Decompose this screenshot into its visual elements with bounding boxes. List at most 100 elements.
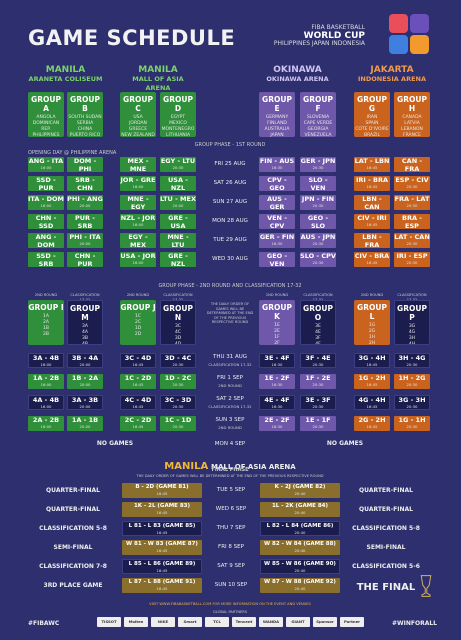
group-teams: USA JORDAN GREECE NEW ZEALAND [121,115,155,137]
game-teams: VEN - CPV [267,214,287,229]
game-teams: ITA - DOM [28,195,64,203]
game-time: 20:30 [312,382,324,387]
game-cell: CIV - IRI 16:45 [354,214,390,229]
game-teams: NZL - JOR [120,214,156,222]
venue-arena: MALL OF ASIA ARENA [132,75,184,92]
game-cell: 1G - 2H 16:45 [354,374,390,389]
game-cell: 3F - 4E 20:30 [300,353,336,368]
game-teams: USA - NZL [168,176,188,191]
venue-heading: MANILA ARANETA COLISEUM [28,66,103,84]
game-time: 20:30 [312,424,324,429]
group-name: GROUP O [303,304,333,322]
game-teams: PUR - SRB [74,214,95,229]
game-cell: 3E - 3F 20:30 [300,395,336,410]
final-game-cell: L 82 - L 84 (GAME 86) 20:40 [260,521,340,536]
game-teams: 2E - 2F [264,416,290,424]
classification-label: CLASSIFICATION 17-32 [397,293,427,302]
group-teams: 3C 4C 3D 4D [174,324,182,345]
game-time: 16:45 [156,548,168,553]
game-time: 20:40 [294,491,306,496]
sponsor-logo: Sponsor [313,617,337,627]
game-teams: ANG - DOM [35,233,57,248]
final-round-label-left: SEMI-FINAL [53,544,93,551]
game-time: 16:00 [132,260,144,265]
game-teams: FRA - LAT [394,195,430,203]
game-cell: GRE - USA20:40 [160,214,196,229]
game-cell: CHN - SSD16:00 [28,214,64,229]
game-cell: NZL - JOR 16:00 [120,214,156,229]
opening-day-label: OPENING DAY @ PHILIPPINE ARENA [28,150,117,156]
game-date: FRI 1 SEP [217,375,243,381]
game-cell: 4E - 4F 16:30 [259,395,295,410]
game-teams: CIV - IRI [357,214,387,222]
game-teams: GER - JPN [300,157,336,165]
game-teams: 1F - 2E [305,374,331,382]
sponsor-logo: TCL [205,617,229,627]
game-time: 20:30 [312,241,324,246]
group-name: GROUP H [397,95,427,113]
group-teams: 3G 4G 3H 4H [408,324,416,345]
trophy-icon [420,575,432,597]
no-games-label: NO GAMES [326,440,364,447]
game-teams: EGY - LTU [160,157,196,165]
game-teams: 3D - 4C [164,354,192,362]
group-name: GROUP C [123,95,153,113]
game-cell: SRB - CHN20:00 [67,176,103,191]
game-cell: PHI - ANG 20:00 [67,195,103,210]
round-label: 2ND ROUND [265,293,289,297]
game-date: SUN 3 SEP [215,417,245,423]
final-game-cell: L 87 - L 88 (GAME 91) 16:45 [122,578,202,593]
game-teams: AUS - GER [267,195,287,210]
game-cell: 3C - 4D 16:45 [120,353,156,368]
game-cell: SLO - CPV 20:30 [300,252,336,267]
game-time: 20:00 [79,362,91,367]
venue-heading: JAKARTA INDONESIA ARENA [354,66,430,84]
game-teams: 3A - 3B [71,396,99,404]
game-teams: LAT - LBN [354,157,390,165]
game-cell: GRE - NZL20:40 [160,252,196,267]
game-cell: CPV - GEO16:30 [259,176,295,191]
game-time: 16:45 [366,165,378,170]
game-cell: CIV - BRA 16:45 [354,252,390,267]
game-cell: MEX - MNE16:00 [120,157,156,172]
game-date: MON 4 SEP [214,441,246,447]
game-time: 20:40 [294,510,306,515]
final-phase-label: FINAL PHASE [211,467,249,473]
game-time: 16:00 [40,362,52,367]
game-teams: 2C - 2D [124,416,152,424]
group-card: GROUP L 1G 2G 1H 2H [354,300,390,345]
game-date-sub: 2ND ROUND [218,425,242,430]
game-teams: EGY - MEX [128,233,148,248]
game-date: FRI 8 SEP [218,544,244,550]
group-card: GROUP B SOUTH SUDAN SERBIA CHINA PUERTO R… [67,92,103,137]
game-time: 20:00 [79,424,91,429]
sponsor-logo: Partner [340,617,364,627]
sponsor-logo: TISSOT [97,617,121,627]
game-cell: 3D - 4C 20:30 [160,353,196,368]
group-teams: CANADA LATVIA LEBANON FRANCE [401,115,423,137]
venue-city: JAKARTA [370,65,414,75]
game-date: SAT 9 SEP [217,563,245,569]
game-teams: MNE - LTU [167,233,189,248]
game-cell: LBN - CAN16:45 [354,195,390,210]
game-time: 16:00 [40,404,52,409]
game-cell: 3B - 4A 20:00 [67,353,103,368]
game-time: 16:00 [40,165,52,170]
group-teams: 3A 4A 3B 4B [82,324,88,345]
game-cell: EGY - LTU 20:30 [160,157,196,172]
game-teams: GEO - SLO [307,214,329,229]
game-time: 20:30 [172,382,184,387]
game-cell: CAN - FRA20:30 [394,157,430,172]
game-teams: 1G - 2H [358,374,386,382]
game-teams: LAT - CAN [394,233,430,241]
game-teams: K - 2J (GAME 82) [274,484,326,490]
game-teams: L 82 - L 84 (GAME 86) [266,523,334,529]
game-teams: BRA - ESP [402,214,422,229]
game-time: 16:45 [366,404,378,409]
game-cell: 3C - 3D 20:30 [160,395,196,410]
group-teams: 1E 2E 1F 2F [274,323,280,345]
game-time: 20:30 [312,165,324,170]
game-teams: 3H - 4G [398,354,426,362]
group-teams: EGYPT MEXICO MONTENEGRO LITHUANIA [161,115,195,137]
